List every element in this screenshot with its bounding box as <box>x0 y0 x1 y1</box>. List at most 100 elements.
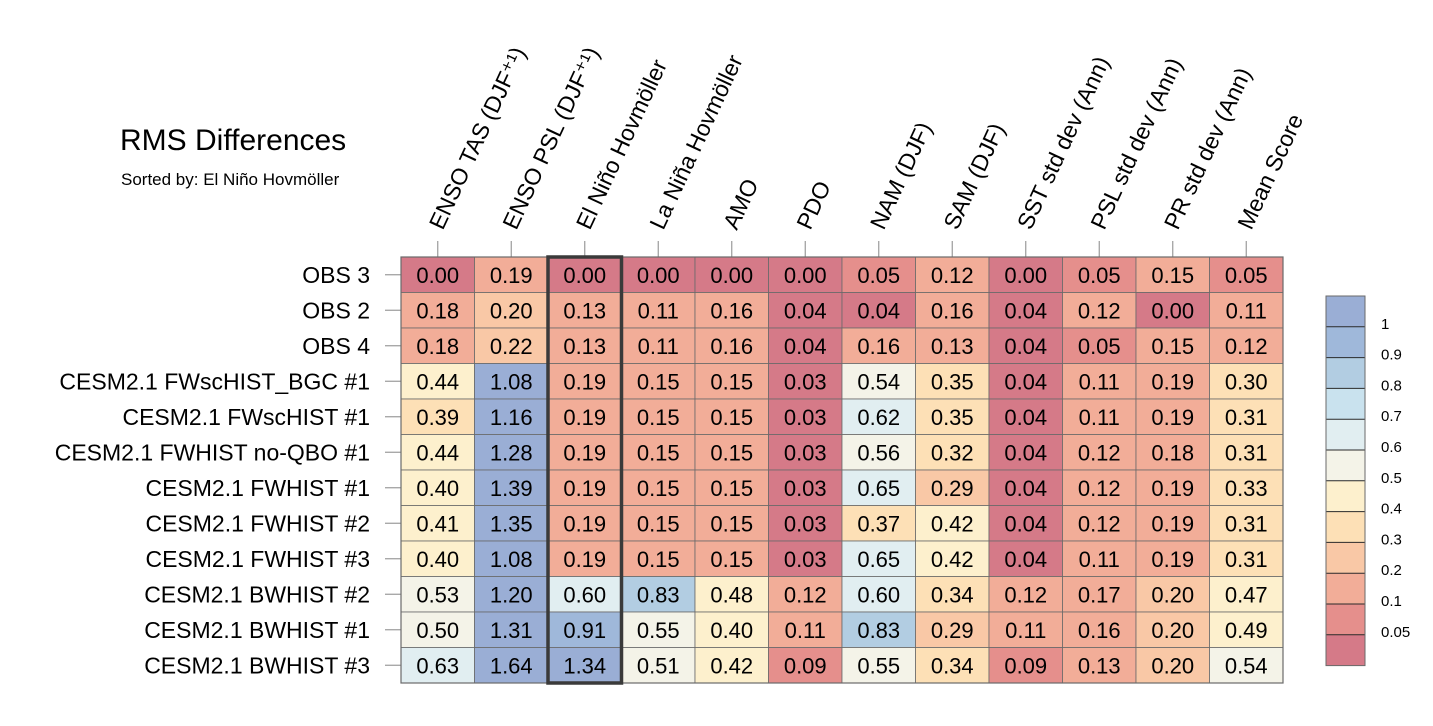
cell-value: 0.62 <box>857 405 900 430</box>
colorbar-segment <box>1326 542 1365 574</box>
colorbar-segment <box>1326 511 1365 543</box>
cell-value: 0.42 <box>931 511 974 536</box>
sorted-column-highlight <box>546 255 624 685</box>
heatmap-cell <box>841 256 916 293</box>
cell-value: 0.15 <box>637 440 680 465</box>
heatmap-cell <box>1209 256 1284 293</box>
row-label-cesm2-1-fwschist-1: CESM2.1 FWscHIST #1 <box>122 404 370 430</box>
heatmap-cell <box>1135 469 1210 506</box>
cell-value: 0.04 <box>1004 547 1047 572</box>
heatmap-cell <box>621 363 696 400</box>
cell-value: 0.15 <box>710 511 753 536</box>
cell-value: 0.16 <box>710 298 753 323</box>
heatmap-cell <box>1135 256 1210 293</box>
cell-value: 0.12 <box>931 263 974 288</box>
cell-value: 0.04 <box>1004 476 1047 501</box>
cell-value: 0.54 <box>1225 653 1268 678</box>
cell-value: 0.05 <box>857 263 900 288</box>
cell-value: 0.11 <box>1079 369 1120 394</box>
cell-value: 0.15 <box>710 440 753 465</box>
cell-value: 1.64 <box>490 653 533 678</box>
heatmap-cell <box>1135 434 1210 471</box>
cell-value: 0.12 <box>1004 582 1047 607</box>
cell-value: 0.15 <box>637 405 680 430</box>
colorbar: 1 0.9 0.8 0.7 0.6 0.5 0.4 0.3 0.2 0.1 0.05 <box>1325 295 1410 667</box>
colorbar-segment <box>1326 573 1365 604</box>
colorbar-segment <box>1326 480 1365 512</box>
cell-value: 0.15 <box>710 547 753 572</box>
cell-value: 0.00 <box>1151 298 1194 323</box>
heatmap-cell <box>988 363 1063 400</box>
heatmap-cell <box>400 363 475 400</box>
colorbar-frame <box>1325 295 1366 667</box>
colorbar-tick-label: 0.7 <box>1381 408 1402 425</box>
heatmap-cell <box>547 647 622 684</box>
heatmap-cell <box>1209 292 1284 329</box>
heatmap-cell <box>915 434 990 471</box>
heatmap-cell <box>694 327 769 364</box>
heatmap-cell <box>768 398 843 435</box>
row-label-cesm2-1-bwhist-3: CESM2.1 BWHIST #3 <box>144 652 370 678</box>
cell-value: 0.19 <box>563 369 606 394</box>
cell-value: 0.51 <box>637 653 680 678</box>
cell-value: 1.08 <box>490 547 533 572</box>
cell-value: 0.00 <box>563 263 606 288</box>
cell-value: 0.32 <box>931 440 974 465</box>
heatmap-cell <box>915 576 990 613</box>
heatmap-cell <box>1209 363 1284 400</box>
row-label-cesm2-1-fwhist-no-qbo-1: CESM2.1 FWHIST no-QBO #1 <box>55 439 370 465</box>
heatmap-cell <box>400 540 475 577</box>
heatmap-cell <box>400 256 475 293</box>
cell-value: 0.16 <box>1078 618 1121 643</box>
column-label-nam-djf: NAM (DJF) <box>865 118 937 233</box>
cell-value: 0.33 <box>1225 476 1268 501</box>
cell-value: 0.40 <box>416 547 459 572</box>
cell-value: 0.09 <box>784 653 827 678</box>
heatmap-cell <box>768 647 843 684</box>
heatmap-cell <box>474 398 549 435</box>
heatmap-cell <box>915 363 990 400</box>
heatmap-cell <box>694 505 769 542</box>
heatmap-cell <box>621 292 696 329</box>
cell-value: 0.40 <box>416 476 459 501</box>
cell-value: 0.91 <box>563 618 606 643</box>
cell-value: 1.20 <box>490 582 533 607</box>
heatmap-cell <box>694 256 769 293</box>
heatmap-cell <box>1062 611 1137 648</box>
cell-value: 0.16 <box>931 298 974 323</box>
heatmap-cell <box>841 398 916 435</box>
heatmap-cell <box>1135 540 1210 577</box>
cell-value: 0.11 <box>638 334 679 359</box>
heatmap-cell <box>1209 611 1284 648</box>
colorbar-tick-label: 0.1 <box>1381 593 1402 610</box>
colorbar-segment <box>1326 450 1365 481</box>
heatmap-cell <box>915 398 990 435</box>
cell-value: 0.04 <box>1004 298 1047 323</box>
heatmap-cell <box>1135 611 1210 648</box>
cell-value: 0.15 <box>637 511 680 536</box>
cell-value: 0.12 <box>1225 334 1268 359</box>
cell-value: 0.19 <box>1151 476 1194 501</box>
heatmap-cell <box>768 611 843 648</box>
heatmap-cell <box>1209 505 1284 542</box>
cell-value: 0.83 <box>637 582 680 607</box>
row-label-cesm2-1-fwhist-1: CESM2.1 FWHIST #1 <box>145 475 370 501</box>
heatmap-cell <box>768 540 843 577</box>
cell-value: 0.44 <box>416 369 459 394</box>
heatmap-cell <box>400 327 475 364</box>
heatmap-cell <box>694 647 769 684</box>
heatmap-cell <box>694 540 769 577</box>
row-label-obs-4: OBS 4 <box>302 333 370 359</box>
heatmap-cell <box>841 292 916 329</box>
cell-value: 0.31 <box>1225 511 1268 536</box>
heatmap-cell <box>547 327 622 364</box>
cell-value: 0.19 <box>563 511 606 536</box>
cell-value: 0.20 <box>1151 653 1194 678</box>
cell-value: 0.20 <box>1151 618 1194 643</box>
cell-value: 0.53 <box>416 582 459 607</box>
cell-value: 0.42 <box>710 653 753 678</box>
column-labels: ENSO TAS (DJF⁺¹)ENSO PSL (DJF⁺¹)El Niño … <box>424 43 1308 257</box>
heatmap-cell <box>1135 576 1210 613</box>
cell-value: 0.17 <box>1078 582 1121 607</box>
